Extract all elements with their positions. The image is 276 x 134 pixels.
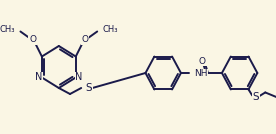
Text: O: O	[82, 35, 89, 44]
Text: N: N	[35, 72, 42, 83]
Text: S: S	[253, 92, 259, 103]
Text: O: O	[199, 57, 206, 66]
Text: NH: NH	[194, 70, 208, 79]
Text: O: O	[29, 35, 36, 44]
Text: CH₃: CH₃	[0, 25, 15, 34]
Text: N: N	[75, 72, 83, 83]
Text: S: S	[85, 83, 92, 93]
Text: CH₃: CH₃	[103, 25, 118, 34]
